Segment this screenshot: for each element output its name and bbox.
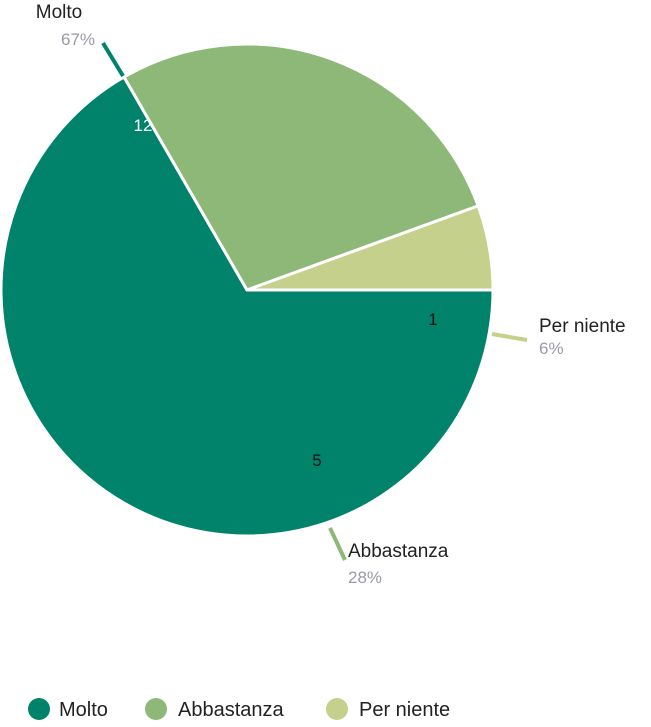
pie-slice-molto [0,75,495,538]
leader-line-per-niente [491,332,528,342]
callout-percent-per-niente: 6% [539,339,564,358]
leader-lines [101,41,528,561]
slice-value-label-per-niente: 1 [428,310,437,329]
legend-item-per-niente[interactable]: Per niente [326,698,450,721]
leader-line-abbastanza [328,527,347,561]
legend-item-molto[interactable]: Molto [28,698,108,721]
pie-slice-per-niente [245,204,495,292]
slice-callouts: Molto 67% Abbastanza 28% Per niente 6% [36,2,626,587]
pie-slice-abbastanza [122,42,480,292]
legend-label-abbastanza: Abbastanza [178,699,285,721]
chart-legend: Molto Abbastanza Per niente [28,698,450,721]
leader-line-molto [101,41,125,78]
callout-percent-abbastanza: 28% [348,568,382,587]
slice-value-label-molto: 12 [134,116,153,135]
callout-percent-molto: 67% [61,30,95,49]
legend-label-per-niente: Per niente [359,699,450,721]
callout-label-abbastanza: Abbastanza [348,541,449,562]
pie-slices [0,42,495,538]
slice-value-labels: 12 5 1 [134,116,438,470]
legend-label-molto: Molto [59,699,108,721]
slice-value-label-abbastanza: 5 [312,451,321,470]
legend-item-abbastanza[interactable]: Abbastanza [145,698,285,721]
legend-swatch-per-niente [326,698,348,720]
legend-swatch-molto [28,698,50,720]
callout-label-molto: Molto [36,2,82,23]
callout-label-per-niente: Per niente [539,316,626,337]
legend-swatch-abbastanza [145,698,167,720]
